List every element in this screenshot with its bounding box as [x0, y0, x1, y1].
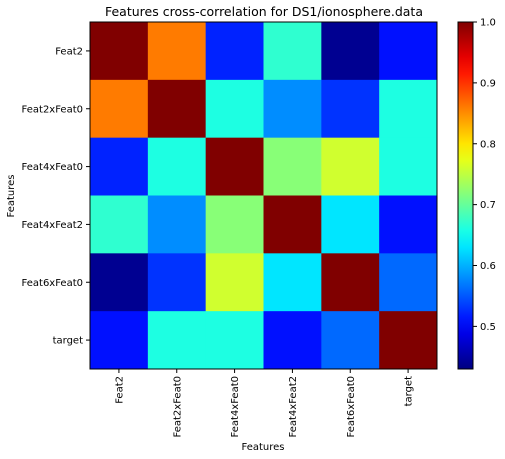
heatmap-cell	[379, 22, 438, 81]
heatmap-cell	[147, 137, 207, 196]
heatmap-cell	[379, 253, 438, 312]
heatmap-cell	[321, 22, 380, 81]
colorbar-tick-label: 0.8	[480, 139, 496, 150]
heatmap-cell	[379, 79, 438, 139]
heatmap-cell	[263, 137, 322, 196]
heatmap-cell	[379, 195, 438, 254]
heatmap-cell	[321, 253, 380, 312]
heatmap-cell	[321, 79, 380, 139]
colorbar-tick-label: 0.9	[480, 78, 496, 89]
x-tick-label: Feat4xFeat0	[230, 376, 241, 437]
heatmap-cell	[90, 311, 149, 370]
heatmap-cell	[90, 79, 149, 139]
x-tick-label: target	[404, 376, 415, 406]
heatmap-cell	[90, 195, 149, 254]
heatmap-cell	[90, 22, 149, 81]
heatmap-cell	[147, 79, 207, 139]
y-tick-label: Feat2	[55, 46, 83, 57]
heatmap-cell	[90, 253, 149, 312]
colorbar-tick-label: 0.6	[480, 261, 496, 272]
colorbar-tick-label: 1.0	[480, 18, 496, 29]
heatmap-ticks: Feat2 Feat2xFeat0 Feat4xFeat0 Feat4xFeat2 Fe…	[22, 46, 415, 437]
heatmap-cell	[263, 253, 322, 312]
y-axis-label: Features	[6, 175, 17, 218]
heatmap-cell	[147, 195, 207, 254]
colorbar	[457, 21, 474, 370]
colorbar-tick-label: 0.7	[480, 200, 496, 211]
heatmap-cell	[205, 22, 264, 81]
heatmap-cell	[379, 311, 438, 370]
heatmap-cell	[263, 195, 322, 254]
heatmap-cell	[205, 311, 264, 370]
y-tick-label: Feat6xFeat0	[22, 278, 83, 289]
heatmap-cell	[321, 311, 380, 370]
heatmap-cell	[147, 311, 207, 370]
heatmap-cell	[263, 22, 322, 81]
heatmap-cell	[321, 137, 380, 196]
heatmap-cell	[205, 253, 264, 312]
y-tick-label: Feat4xFeat2	[22, 220, 83, 231]
heatmap-cells	[90, 22, 438, 370]
heatmap-cell	[263, 311, 322, 370]
heatmap-cell	[147, 253, 207, 312]
y-tick-label: target	[53, 336, 83, 347]
x-tick-label: Feat2	[114, 376, 125, 404]
colorbar-tick-label: 0.5	[480, 322, 496, 333]
heatmap-cell	[205, 195, 264, 254]
y-tick-label: Feat4xFeat0	[22, 162, 83, 173]
heatmap-cell	[90, 137, 149, 196]
heatmap-cell	[147, 22, 207, 81]
heatmap-cell	[321, 195, 380, 254]
x-axis-label: Features	[242, 442, 285, 453]
x-tick-label: Feat6xFeat0	[346, 376, 357, 437]
x-tick-label: Feat2xFeat0	[172, 376, 183, 437]
colorbar-ticks: 0.5 0.6 0.7 0.8 0.9 1.0	[473, 18, 496, 333]
heatmap-cell	[205, 79, 264, 139]
chart-title: Features cross-correlation for DS1/ionos…	[105, 4, 423, 19]
heatmap-cell	[379, 137, 438, 196]
x-tick-label: Feat4xFeat2	[288, 376, 299, 437]
heatmap-cell	[205, 137, 264, 196]
heatmap-cell	[263, 79, 322, 139]
heatmap-frame	[89, 21, 438, 370]
y-tick-label: Feat2xFeat0	[22, 104, 83, 115]
